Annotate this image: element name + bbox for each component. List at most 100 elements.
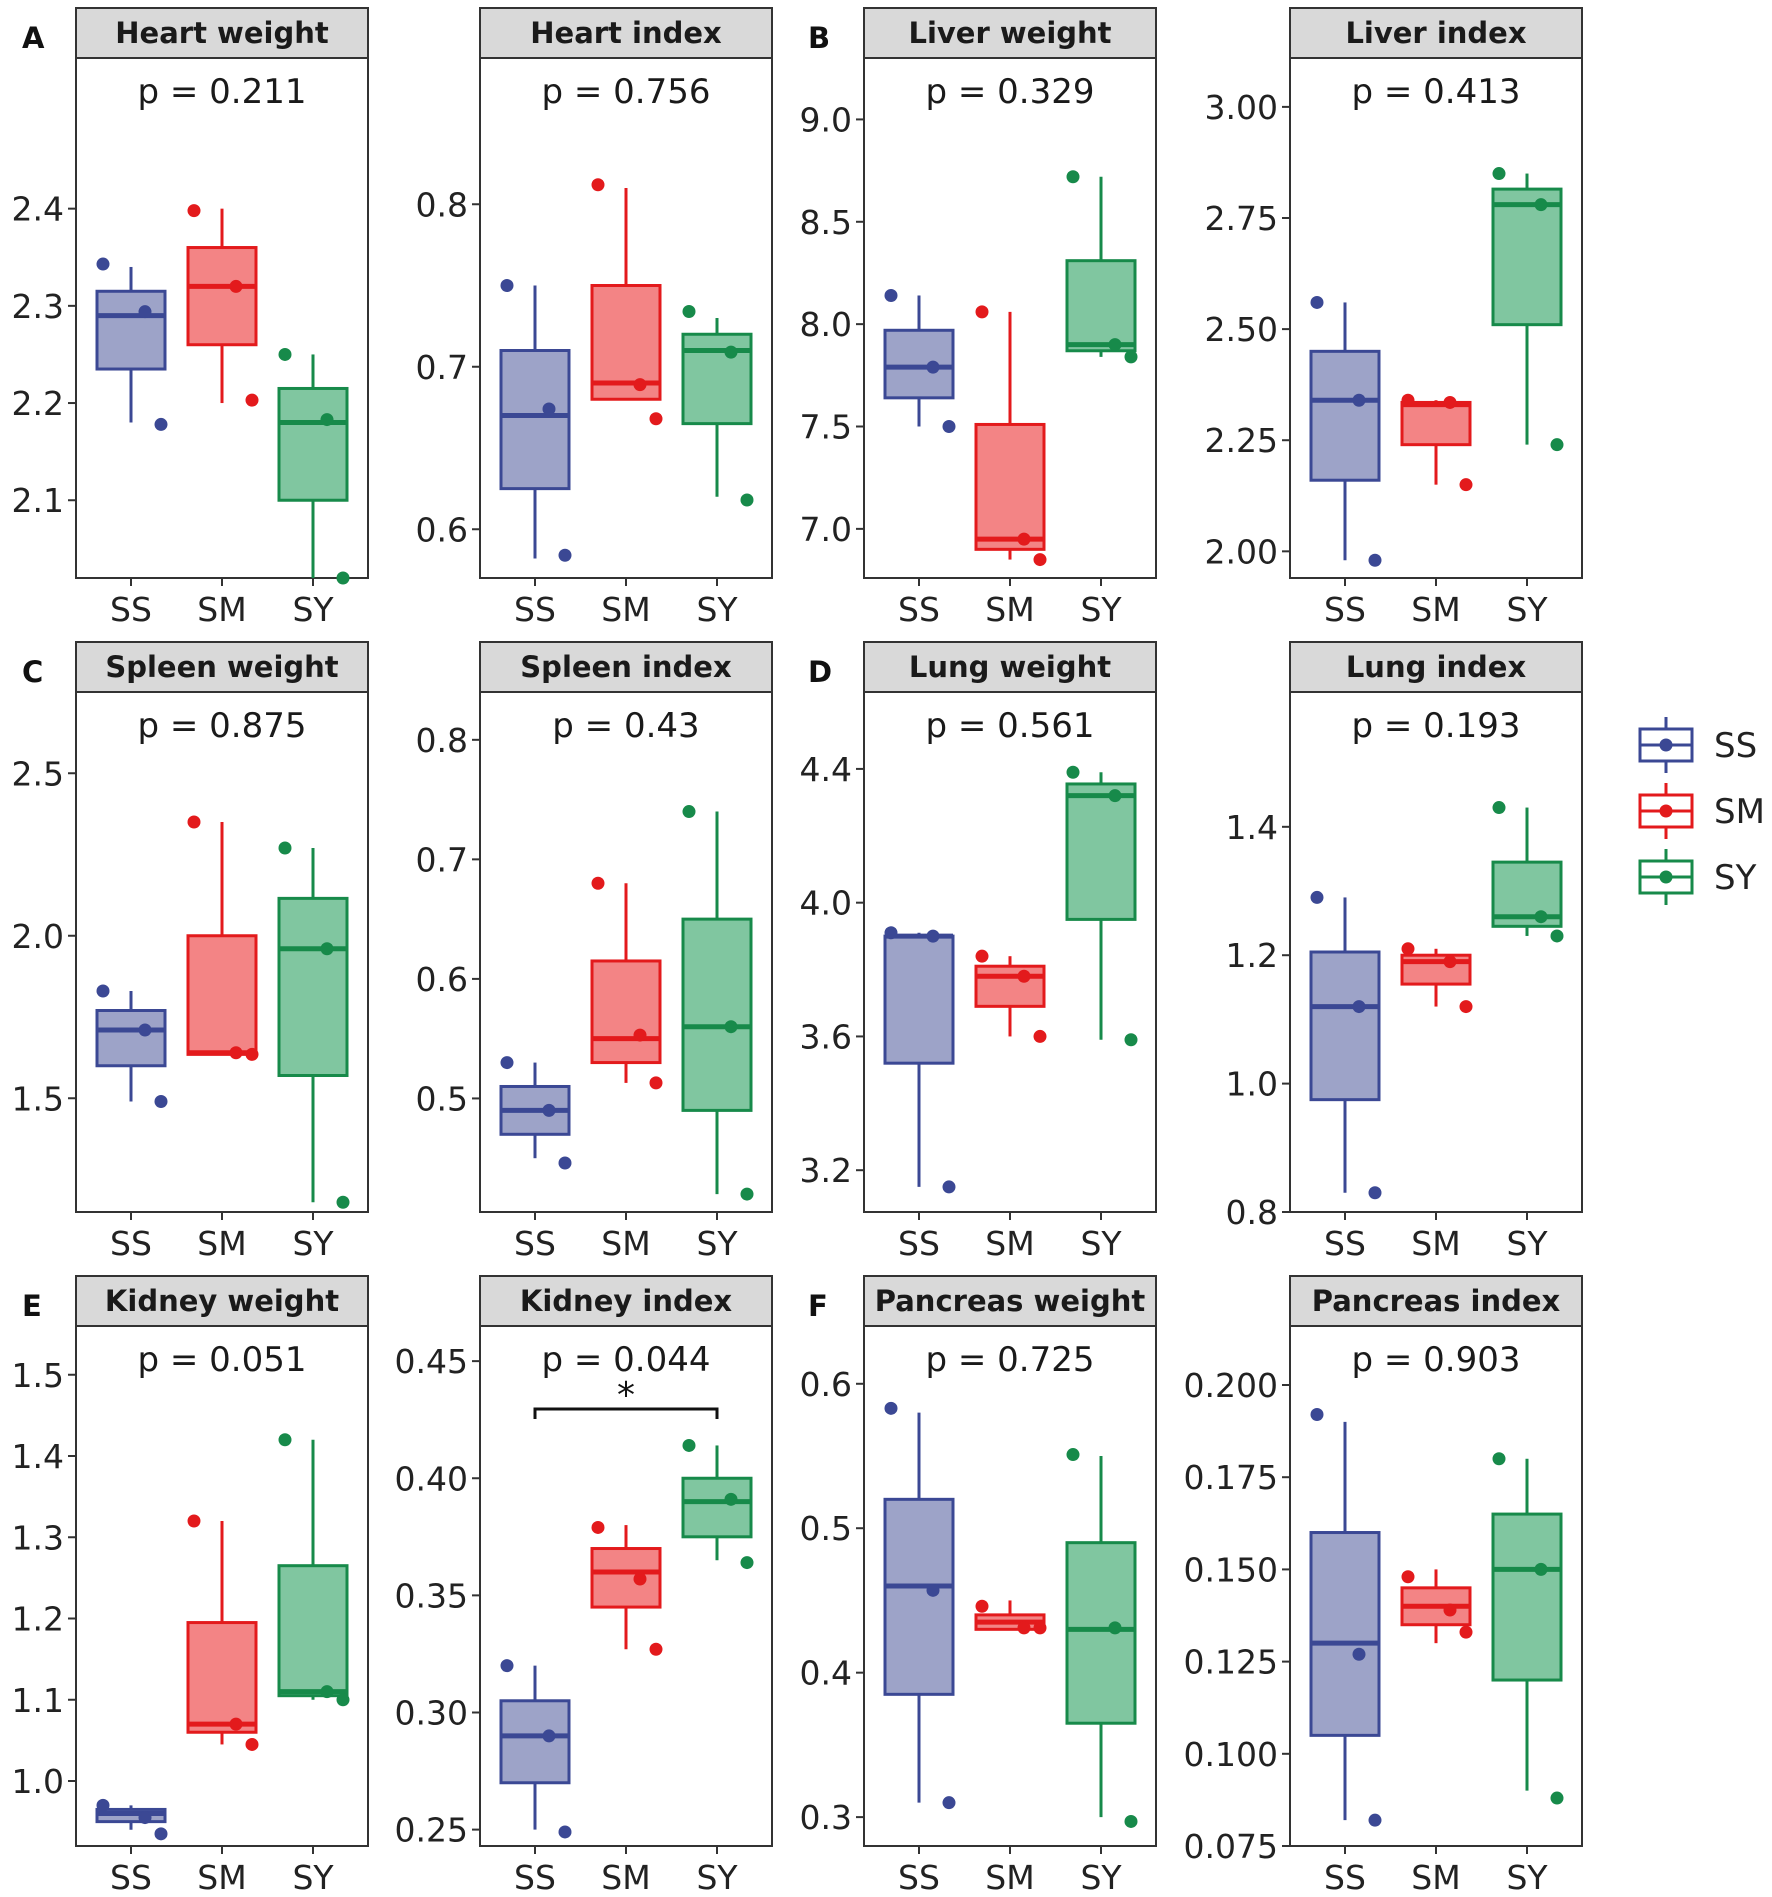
x-tick-label: SS: [898, 1224, 940, 1263]
data-point: [1368, 1186, 1382, 1200]
box-body: [1309, 349, 1381, 482]
data-point: [682, 805, 696, 819]
box-ss: [499, 1056, 572, 1170]
data-point: [724, 1020, 738, 1034]
y-tick-label: 0.3: [800, 1798, 852, 1837]
data-point: [633, 1572, 647, 1586]
box-body: [1491, 1512, 1563, 1682]
significance-star: *: [617, 1375, 635, 1416]
x-tick-label: SM: [197, 1224, 246, 1263]
y-tick-label: 1.5: [12, 1079, 64, 1118]
y-tick-label: 0.6: [800, 1365, 852, 1404]
panel-spleen-weight: Spleen weight p = 0.875 1.5 2.0 2.5 SS SM SY: [12, 641, 369, 1263]
data-point: [633, 378, 647, 392]
data-point: [500, 1659, 514, 1673]
strip-background: [863, 7, 1157, 59]
panel-liver-index: Liver index p = 0.413 2.00 2.25 2.50 2.75 3.00…: [1205, 7, 1583, 629]
panel-letter-F: F: [808, 1289, 828, 1323]
panel-letter-B: B: [808, 21, 830, 55]
data-point: [975, 305, 989, 319]
data-point: [1066, 1448, 1080, 1462]
panel-spleen-index: Spleen index p = 0.43 0.5 0.6 0.7 0.8 SS SM SY: [416, 641, 773, 1263]
y-tick-label: 0.100: [1184, 1735, 1278, 1774]
data-point: [1033, 1621, 1047, 1635]
p-value-label: p = 0.903: [1351, 1340, 1520, 1380]
data-point: [1108, 338, 1122, 352]
panel-title: Heart weight: [115, 16, 329, 50]
panel-pancreas-index: Pancreas index p = 0.903 0.075 0.100 0.125 0.…: [1184, 1275, 1583, 1897]
box-sm: [590, 178, 663, 426]
box-body: [681, 917, 753, 1112]
data-point: [245, 1047, 259, 1061]
panel-title: Lung index: [1346, 650, 1527, 684]
data-point: [682, 305, 696, 318]
data-point: [1310, 1408, 1324, 1422]
box-sm: [1400, 393, 1473, 492]
box-ss: [1309, 1408, 1382, 1827]
x-tick-label: SY: [1080, 1224, 1122, 1263]
legend-label: SY: [1714, 858, 1757, 898]
box-body: [1309, 1531, 1381, 1737]
data-point: [336, 1693, 350, 1707]
data-point: [1534, 1562, 1548, 1576]
box-sy: [681, 305, 754, 507]
box-body: [95, 1009, 167, 1068]
p-value-label: p = 0.329: [925, 72, 1094, 112]
box-body: [499, 1699, 571, 1785]
data-point: [1459, 478, 1473, 492]
data-point: [1459, 1000, 1473, 1014]
x-tick-label: SM: [985, 590, 1034, 629]
box-sy: [277, 841, 350, 1209]
data-point: [1066, 170, 1080, 184]
data-point: [884, 288, 898, 302]
y-tick-label: 0.6: [416, 960, 468, 999]
box-body: [277, 386, 349, 502]
panel-title: Pancreas weight: [875, 1284, 1146, 1318]
box-body: [590, 1547, 662, 1609]
panel-heart-index: Heart index p = 0.756 0.6 0.7 0.8 SS SM SY: [416, 7, 773, 629]
y-tick-label: 8.5: [800, 203, 852, 242]
data-point: [542, 402, 556, 416]
y-tick-label: 2.00: [1205, 532, 1278, 571]
data-point: [500, 279, 514, 292]
x-tick-label: SM: [601, 1858, 650, 1897]
box-sm: [186, 204, 259, 407]
y-tick-label: 2.0: [12, 917, 64, 956]
y-tick-label: 1.5: [12, 1356, 64, 1395]
data-point: [1534, 910, 1548, 924]
data-point: [740, 1187, 754, 1201]
data-point: [740, 493, 754, 507]
data-point: [1124, 350, 1138, 364]
data-point: [1124, 1814, 1138, 1828]
box-sm: [186, 815, 259, 1061]
data-point: [1550, 929, 1564, 943]
data-point: [1352, 1000, 1366, 1014]
data-point: [1017, 969, 1031, 983]
box-body: [974, 964, 1046, 1008]
box-sy: [277, 1433, 350, 1707]
data-point: [96, 257, 110, 271]
data-point: [336, 571, 350, 585]
x-tick-label: SS: [514, 590, 556, 629]
y-tick-label: 0.200: [1184, 1366, 1278, 1405]
data-point: [649, 1642, 663, 1656]
box-body: [1065, 259, 1137, 353]
data-point: [942, 420, 956, 434]
y-tick-label: 0.150: [1184, 1550, 1278, 1589]
x-tick-label: SY: [696, 1224, 738, 1263]
legend-label: SM: [1714, 792, 1765, 832]
panel-liver-weight: Liver weight p = 0.329 7.0 7.5 8.0 8.5 9.0 SS SM…: [800, 7, 1157, 629]
data-point: [229, 1046, 243, 1060]
data-point: [926, 360, 940, 374]
y-tick-label: 1.0: [12, 1762, 64, 1801]
y-tick-label: 3.00: [1205, 88, 1278, 127]
data-point: [138, 1023, 152, 1037]
data-point: [558, 1825, 572, 1839]
data-point: [154, 1095, 168, 1108]
data-point: [1534, 198, 1548, 212]
data-point: [245, 1737, 259, 1751]
box-body: [186, 934, 258, 1056]
data-point: [1443, 1603, 1457, 1617]
data-point: [942, 1180, 956, 1194]
